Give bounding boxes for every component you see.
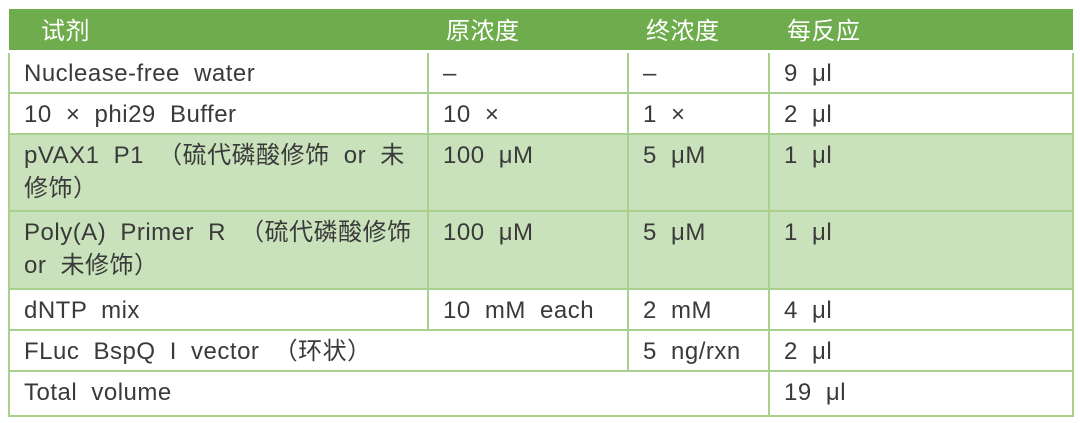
cell-per-reaction: 1 μl [768, 133, 1074, 212]
table-header: 试剂 原浓度 终浓度 每反应 [9, 9, 1073, 53]
cell-reagent: FLuc BspQ I vector （环状） [8, 329, 629, 372]
table-row-total-volume: Total volume 19 μl [8, 370, 1074, 417]
cell-stock-concentration: 10 mM each [427, 288, 629, 331]
cell-stock-concentration: 10 × [427, 92, 629, 135]
table-row-polya-primer-r: Poly(A) Primer R （硫代磷酸修饰 or 未修饰） 100 μM … [8, 210, 1074, 290]
cell-reagent: pVAX1 P1 （硫代磷酸修饰 or 未修饰） [8, 133, 429, 212]
cell-reagent: Poly(A) Primer R （硫代磷酸修饰 or 未修饰） [8, 210, 429, 290]
cell-per-reaction: 4 μl [768, 288, 1074, 331]
cell-final-concentration: 2 mM [627, 288, 770, 331]
table-row-nuclease-free-water: Nuclease-free water – – 9 μl [8, 50, 1074, 94]
cell-stock-concentration: – [427, 50, 629, 94]
cell-reagent: 10 × phi29 Buffer [8, 92, 429, 135]
cell-final-concentration: 5 ng/rxn [627, 329, 770, 372]
cell-final-concentration: 5 μM [627, 210, 770, 290]
cell-per-reaction: 19 μl [768, 370, 1074, 417]
header-cell-final-concentration: 终浓度 [628, 9, 769, 53]
cell-final-concentration: 1 × [627, 92, 770, 135]
cell-stock-concentration: 100 μM [427, 210, 629, 290]
cell-reagent: Nuclease-free water [8, 50, 429, 94]
header-cell-stock-concentration: 原浓度 [428, 9, 628, 53]
cell-final-concentration: – [627, 50, 770, 94]
cell-reagent: dNTP mix [8, 288, 429, 331]
header-cell-per-reaction: 每反应 [769, 9, 1073, 53]
header-row: 试剂 原浓度 终浓度 每反应 [9, 9, 1073, 53]
cell-per-reaction: 2 μl [768, 92, 1074, 135]
table-row-pvax1-p1: pVAX1 P1 （硫代磷酸修饰 or 未修饰） 100 μM 5 μM 1 μ… [8, 133, 1074, 212]
table-row-phi29-buffer: 10 × phi29 Buffer 10 × 1 × 2 μl [8, 92, 1074, 135]
cell-per-reaction: 9 μl [768, 50, 1074, 94]
header-cell-reagent: 试剂 [9, 9, 428, 53]
reagents-table: 试剂 原浓度 终浓度 每反应 Nuclease-free water – – 9… [8, 9, 1074, 417]
table-body: Nuclease-free water – – 9 μl 10 × phi29 … [8, 50, 1074, 417]
cell-stock-concentration: 100 μM [427, 133, 629, 212]
cell-final-concentration: 5 μM [627, 133, 770, 212]
cell-per-reaction: 2 μl [768, 329, 1074, 372]
table-row-dntp-mix: dNTP mix 10 mM each 2 mM 4 μl [8, 288, 1074, 331]
table-row-fluc-bspq1-vector: FLuc BspQ I vector （环状） 5 ng/rxn 2 μl [8, 329, 1074, 372]
cell-reagent: Total volume [8, 370, 770, 417]
cell-per-reaction: 1 μl [768, 210, 1074, 290]
